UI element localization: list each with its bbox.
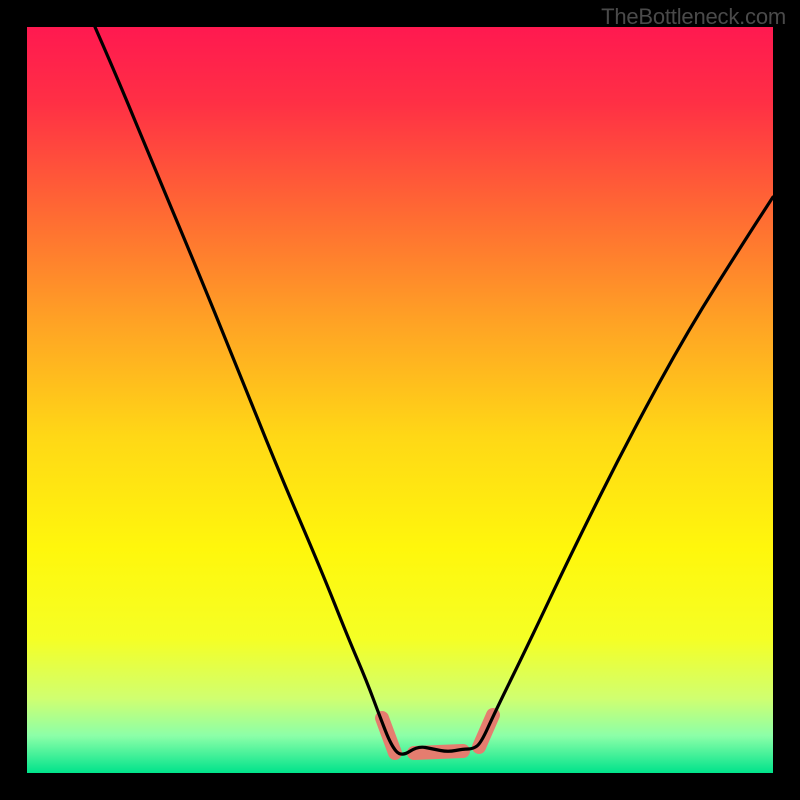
plot-area (27, 27, 773, 773)
gradient-background (27, 27, 773, 773)
bottleneck-curve (95, 27, 773, 754)
highlight-blobs (382, 715, 493, 753)
highlight-segment (382, 718, 395, 753)
curve-tail-thin (747, 197, 773, 237)
highlight-segment (479, 715, 493, 747)
chart-svg (27, 27, 773, 773)
watermark-text: TheBottleneck.com (601, 4, 786, 30)
highlight-segment (414, 751, 463, 753)
